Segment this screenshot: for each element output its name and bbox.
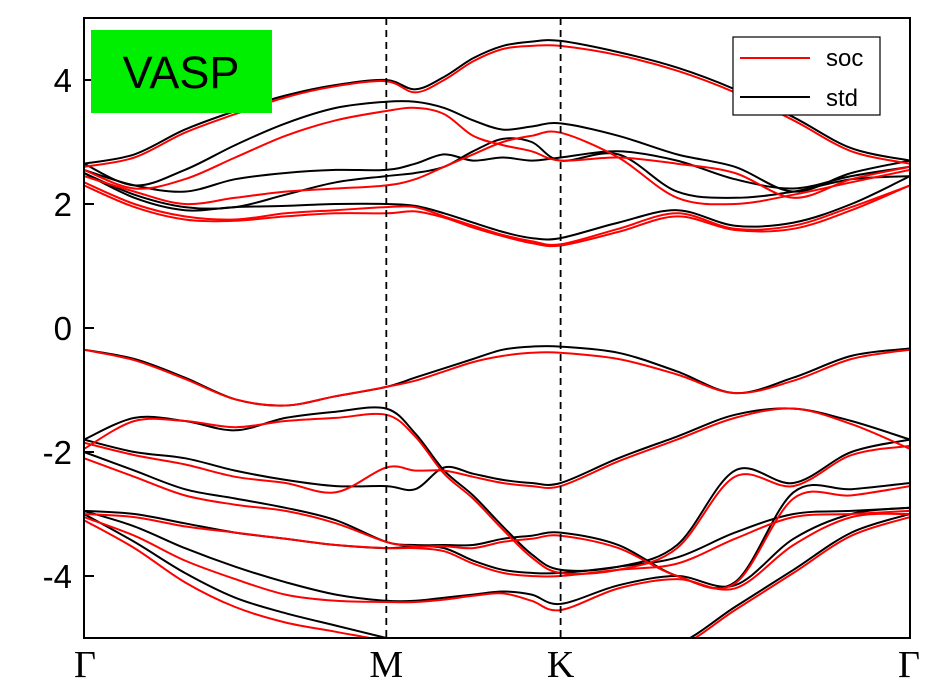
band-std-9	[84, 451, 910, 590]
band-soc-4	[84, 181, 910, 246]
kpoint-dividers	[385, 18, 562, 638]
kpoint-label: Γ	[74, 644, 96, 686]
legend: soc std	[732, 36, 881, 116]
plot-frame	[83, 17, 911, 639]
band-std-8	[84, 407, 910, 492]
y-tick-label: -4	[43, 558, 72, 595]
band-std-12	[84, 513, 910, 638]
band-soc-6	[84, 348, 910, 407]
band-std-3	[84, 150, 910, 193]
legend-box	[732, 36, 881, 116]
band-std-2	[84, 99, 910, 193]
band-soc-3	[84, 130, 910, 206]
kpoint-label: Γ	[898, 644, 920, 686]
band-std-11	[84, 506, 910, 606]
bands-layer	[84, 39, 910, 638]
band-std-7	[84, 406, 910, 572]
band-soc-8	[84, 407, 910, 494]
band-soc-11	[84, 512, 910, 612]
band-soc-10	[84, 509, 910, 578]
axes: -4 -2 0 2 4 Γ M K Γ	[43, 62, 920, 686]
vasp-badge-text: VASP	[123, 47, 240, 98]
y-tick-label: 4	[54, 62, 72, 99]
kpoint-label: K	[547, 644, 575, 686]
band-soc-9	[84, 457, 910, 590]
band-soc-5	[84, 184, 910, 248]
vasp-badge: VASP	[91, 30, 272, 113]
band-soc-7	[84, 412, 910, 575]
plot-background	[84, 18, 910, 638]
y-tick-label: 0	[54, 310, 72, 347]
vasp-badge-background	[91, 30, 272, 113]
kpoint-label: M	[369, 644, 403, 686]
legend-label-soc: soc	[826, 45, 863, 72]
legend-label-std: std	[826, 85, 858, 112]
band-soc-2	[84, 106, 910, 199]
y-tick-label: 2	[54, 186, 72, 223]
y-tick-label: -2	[43, 434, 72, 471]
band-soc-12	[84, 516, 910, 638]
band-std-5	[84, 172, 910, 241]
